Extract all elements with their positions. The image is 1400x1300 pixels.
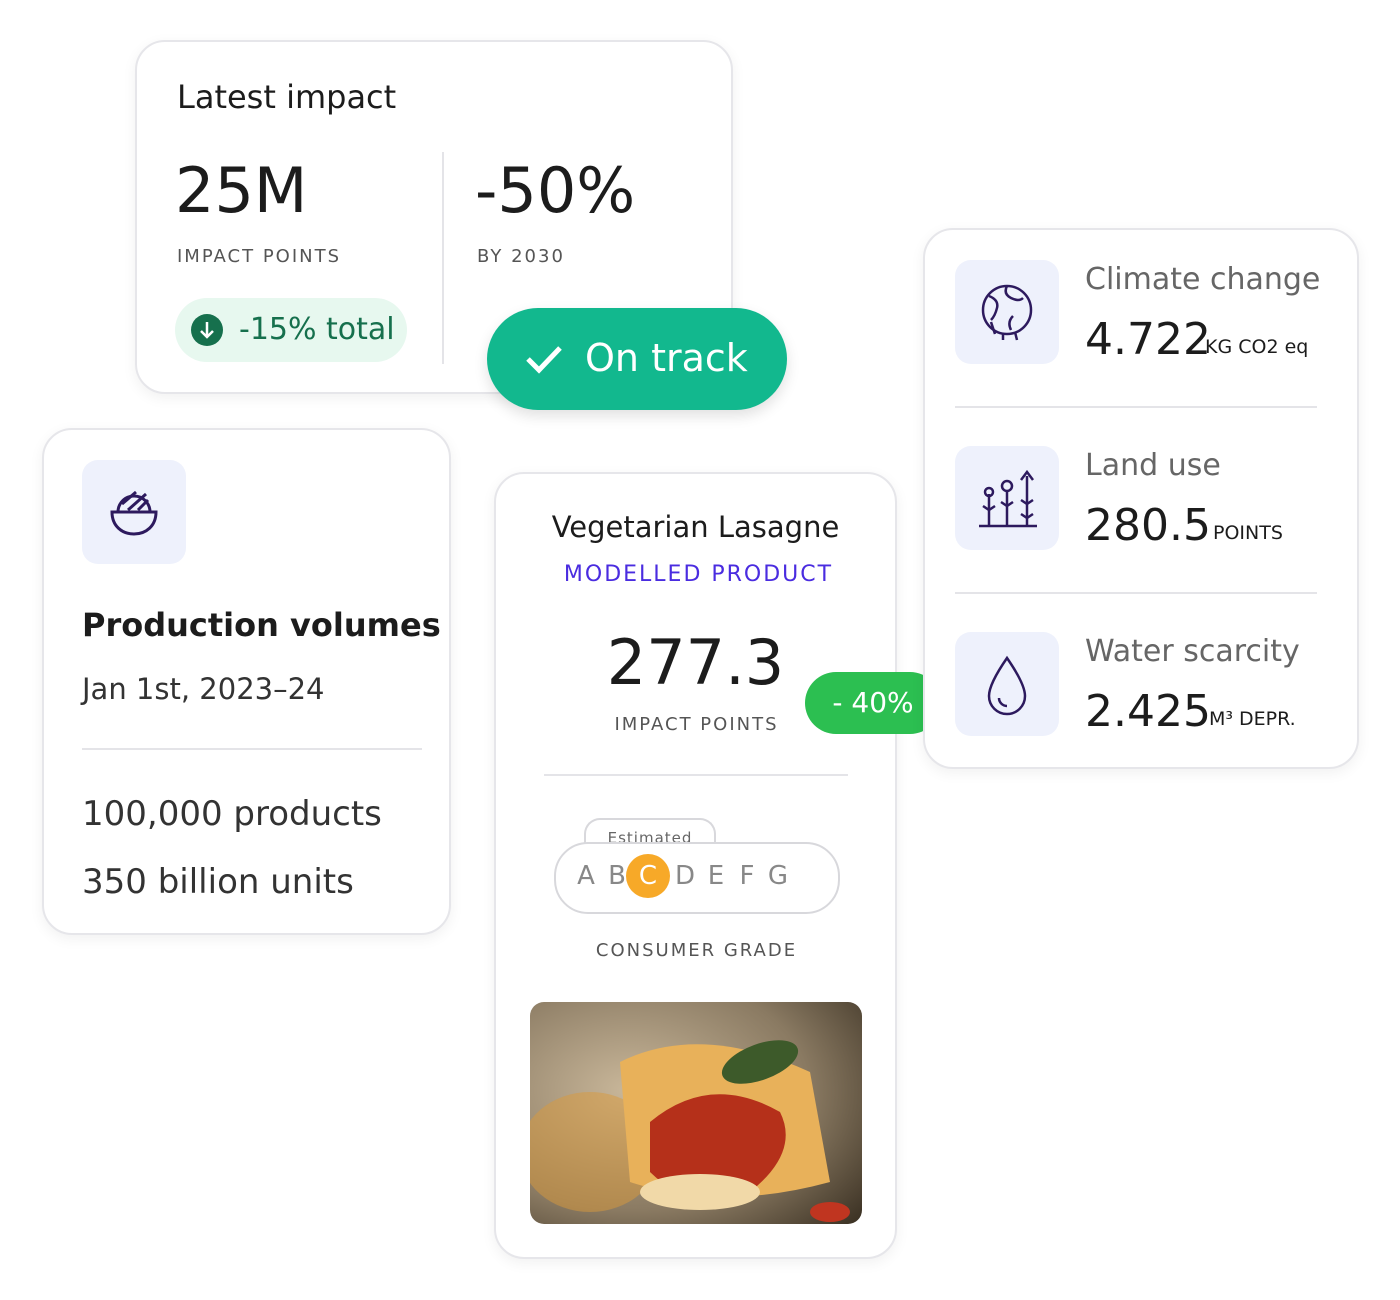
divider	[955, 592, 1317, 594]
grade-letter: G	[767, 861, 789, 891]
product-value: 277.3	[606, 626, 785, 699]
drop-icon	[987, 655, 1027, 716]
stat-value: -50%	[475, 154, 636, 227]
drop-icon-box	[955, 632, 1059, 736]
grade-letter-selected: C	[626, 854, 670, 898]
card-title: Production volumes	[82, 606, 441, 644]
product-name: Vegetarian Lasagne	[551, 510, 840, 544]
down-icon	[191, 314, 223, 346]
grade-letter: A	[577, 861, 595, 891]
indicator-value: 4.722	[1085, 314, 1211, 365]
volume: 100,000 products	[82, 794, 382, 834]
bowl-icon-box	[82, 460, 186, 564]
indicator-name: Land use	[1085, 448, 1221, 483]
plant-icon	[979, 469, 1037, 528]
status-pill: On track	[487, 308, 787, 410]
product-tag: MODELLED PRODUCT	[563, 562, 834, 587]
grade-letter: F	[739, 861, 755, 891]
grade-letter: B	[608, 861, 626, 891]
change-chip: -15% total	[175, 298, 407, 362]
delta-pill: - 40%	[805, 672, 941, 734]
divider	[82, 748, 422, 750]
change-text: -15% total	[239, 312, 395, 347]
indicator-name: Climate change	[1085, 262, 1321, 297]
production-card: Production volumes Jan 1st, 2023–24 100,…	[42, 428, 451, 935]
status-text: On track	[585, 336, 748, 380]
bowl-icon	[110, 490, 158, 536]
grade-caption: CONSUMER GRADE	[595, 940, 798, 961]
indicator-value: 2.425	[1085, 686, 1211, 737]
grade-letter: E	[707, 861, 725, 891]
volume: 350 billion units	[82, 862, 354, 902]
indicator-name: Water scarcity	[1085, 634, 1300, 669]
divider	[544, 774, 848, 776]
divider	[442, 152, 444, 364]
product-card: Vegetarian Lasagne MODELLED PRODUCT 277.…	[494, 472, 897, 1259]
indicator-unit: M³ DEPR.	[1209, 708, 1296, 730]
check-icon	[526, 346, 562, 374]
globe-icon	[981, 284, 1033, 341]
latest-impact-card: Latest impact 25M IMPACT POINTS -50% BY …	[135, 40, 733, 394]
plant-icon-box	[955, 446, 1059, 550]
product-photo	[530, 1002, 862, 1224]
product-unit: IMPACT POINTS	[614, 714, 779, 735]
card-title: Latest impact	[177, 78, 397, 116]
stat-label: IMPACT POINTS	[177, 246, 342, 267]
globe-icon-box	[955, 260, 1059, 364]
stat-value: 25M	[175, 154, 308, 227]
indicator-value: 280.5	[1085, 500, 1211, 551]
period: Jan 1st, 2023–24	[82, 672, 325, 706]
grade-letter: D	[674, 861, 696, 891]
divider	[955, 406, 1317, 408]
stat-label: BY 2030	[477, 246, 565, 267]
indicator-unit: KG CO2 eq	[1205, 336, 1309, 358]
indicator-unit: POINTS	[1213, 522, 1283, 544]
indicators-card: Climate change 4.722 KG CO2 eq Land use …	[923, 228, 1359, 769]
